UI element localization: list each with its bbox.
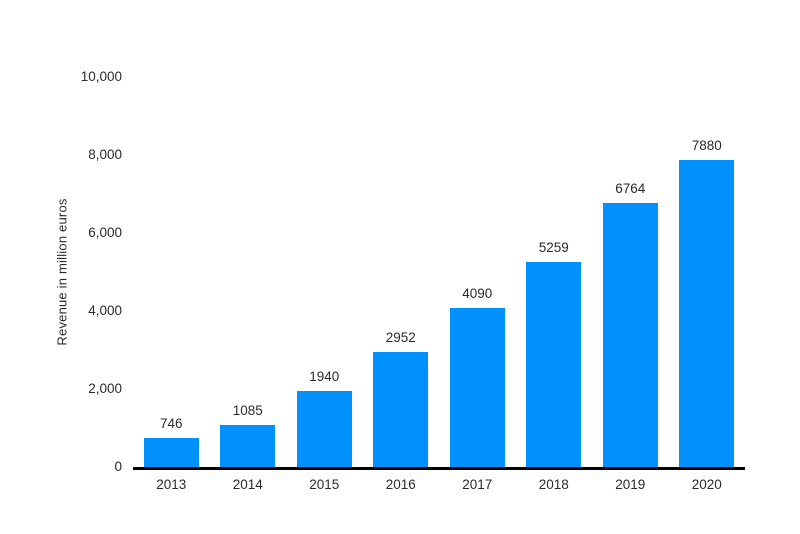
y-tick-label: 8,000 xyxy=(88,147,122,162)
bar-group: 1085 xyxy=(210,47,287,467)
y-tick-label: 0 xyxy=(114,459,122,474)
x-tick-label: 2014 xyxy=(232,477,263,492)
bar-group: 2952 xyxy=(363,47,440,467)
bars-area: 746 1085 1940 2952 4090 5259 6764 7880 xyxy=(133,47,745,467)
bar xyxy=(220,424,276,467)
y-tick-label: 10,000 xyxy=(80,69,122,84)
bar xyxy=(449,307,505,467)
bar xyxy=(679,159,735,467)
bar-group: 746 xyxy=(133,47,210,467)
x-tick-label: 2015 xyxy=(309,477,340,492)
bar-group: 4090 xyxy=(439,47,516,467)
bar-group: 7880 xyxy=(669,47,746,467)
bar-group: 1940 xyxy=(286,47,363,467)
x-tick-label: 2018 xyxy=(538,477,569,492)
bar xyxy=(373,351,429,467)
bar-value-label: 1085 xyxy=(232,402,263,418)
x-tick-label: 2019 xyxy=(615,477,646,492)
bar-value-label: 7880 xyxy=(691,137,722,153)
bar-value-label: 1940 xyxy=(309,369,340,385)
y-axis-title: Revenue in million euros xyxy=(54,198,70,346)
bar-group: 5259 xyxy=(516,47,593,467)
bar-value-label: 2952 xyxy=(385,329,416,345)
x-tick-label: 2013 xyxy=(156,477,187,492)
bar-value-label: 6764 xyxy=(615,181,646,197)
x-tick-label: 2020 xyxy=(691,477,722,492)
bar xyxy=(526,261,582,467)
y-tick-label: 2,000 xyxy=(88,381,122,396)
y-tick-label: 6,000 xyxy=(88,225,122,240)
x-tick-label: 2017 xyxy=(462,477,493,492)
bar-value-label: 4090 xyxy=(462,285,493,301)
x-axis-line xyxy=(133,467,745,470)
bar-group: 6764 xyxy=(592,47,669,467)
bar xyxy=(143,437,199,467)
bar-value-label: 746 xyxy=(159,415,183,431)
bar xyxy=(296,391,352,467)
bar xyxy=(602,203,658,467)
y-tick-label: 4,000 xyxy=(88,303,122,318)
x-tick-label: 2016 xyxy=(385,477,416,492)
x-axis-labels: 2013 2014 2015 2016 2017 2018 2019 2020 xyxy=(133,477,745,493)
bar-value-label: 5259 xyxy=(538,239,569,255)
